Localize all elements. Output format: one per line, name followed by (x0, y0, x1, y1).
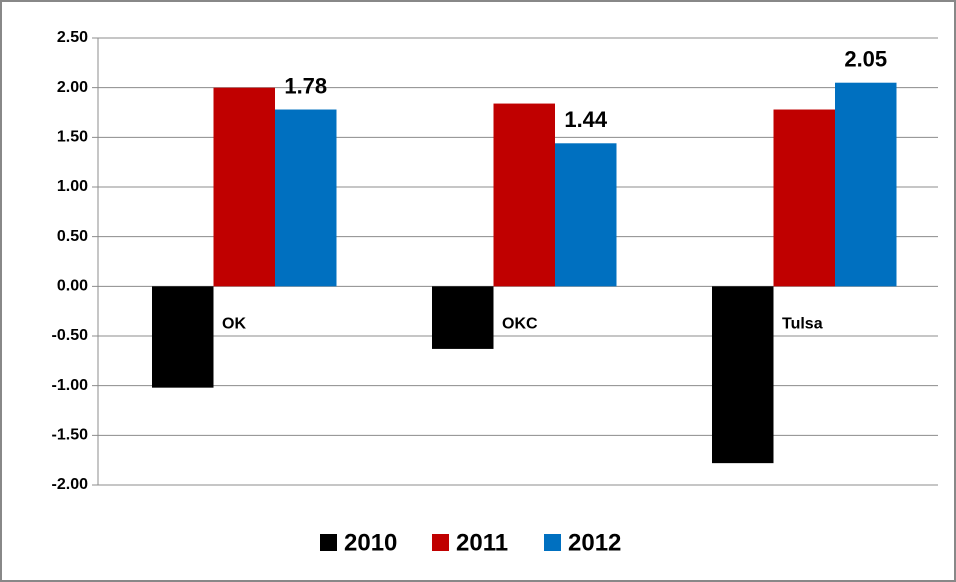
y-tick-label: 1.50 (57, 129, 88, 146)
y-tick-label: 0.50 (57, 228, 88, 245)
legend-swatch (432, 534, 449, 551)
y-tick-label: -1.50 (52, 427, 89, 444)
bar (555, 143, 617, 287)
legend-swatch (320, 534, 337, 551)
bar (213, 87, 275, 287)
bar (152, 286, 214, 388)
bar (835, 82, 897, 287)
y-tick-label: -0.50 (52, 327, 89, 344)
x-tick-label: OKC (502, 316, 538, 333)
legend-label: 2012 (568, 529, 621, 556)
bar (493, 103, 555, 287)
x-tick-label: Tulsa (782, 316, 823, 333)
legend-swatch (544, 534, 561, 551)
legend-label: 2011 (456, 529, 508, 556)
bar (712, 286, 774, 464)
bar (773, 109, 835, 287)
y-tick-label: -2.00 (52, 476, 89, 493)
data-label: 1.44 (564, 107, 608, 132)
y-tick-label: 2.00 (57, 79, 88, 96)
y-tick-label: -1.00 (52, 377, 89, 394)
bar (432, 286, 494, 349)
bar (275, 109, 337, 287)
y-tick-label: 1.00 (57, 178, 88, 195)
legend-label: 2010 (344, 529, 397, 556)
y-tick-label: 2.50 (57, 29, 88, 46)
y-tick-label: 0.00 (57, 278, 88, 295)
data-label: 1.78 (284, 73, 327, 98)
data-label: 2.05 (844, 47, 887, 72)
x-tick-label: OK (222, 316, 246, 333)
